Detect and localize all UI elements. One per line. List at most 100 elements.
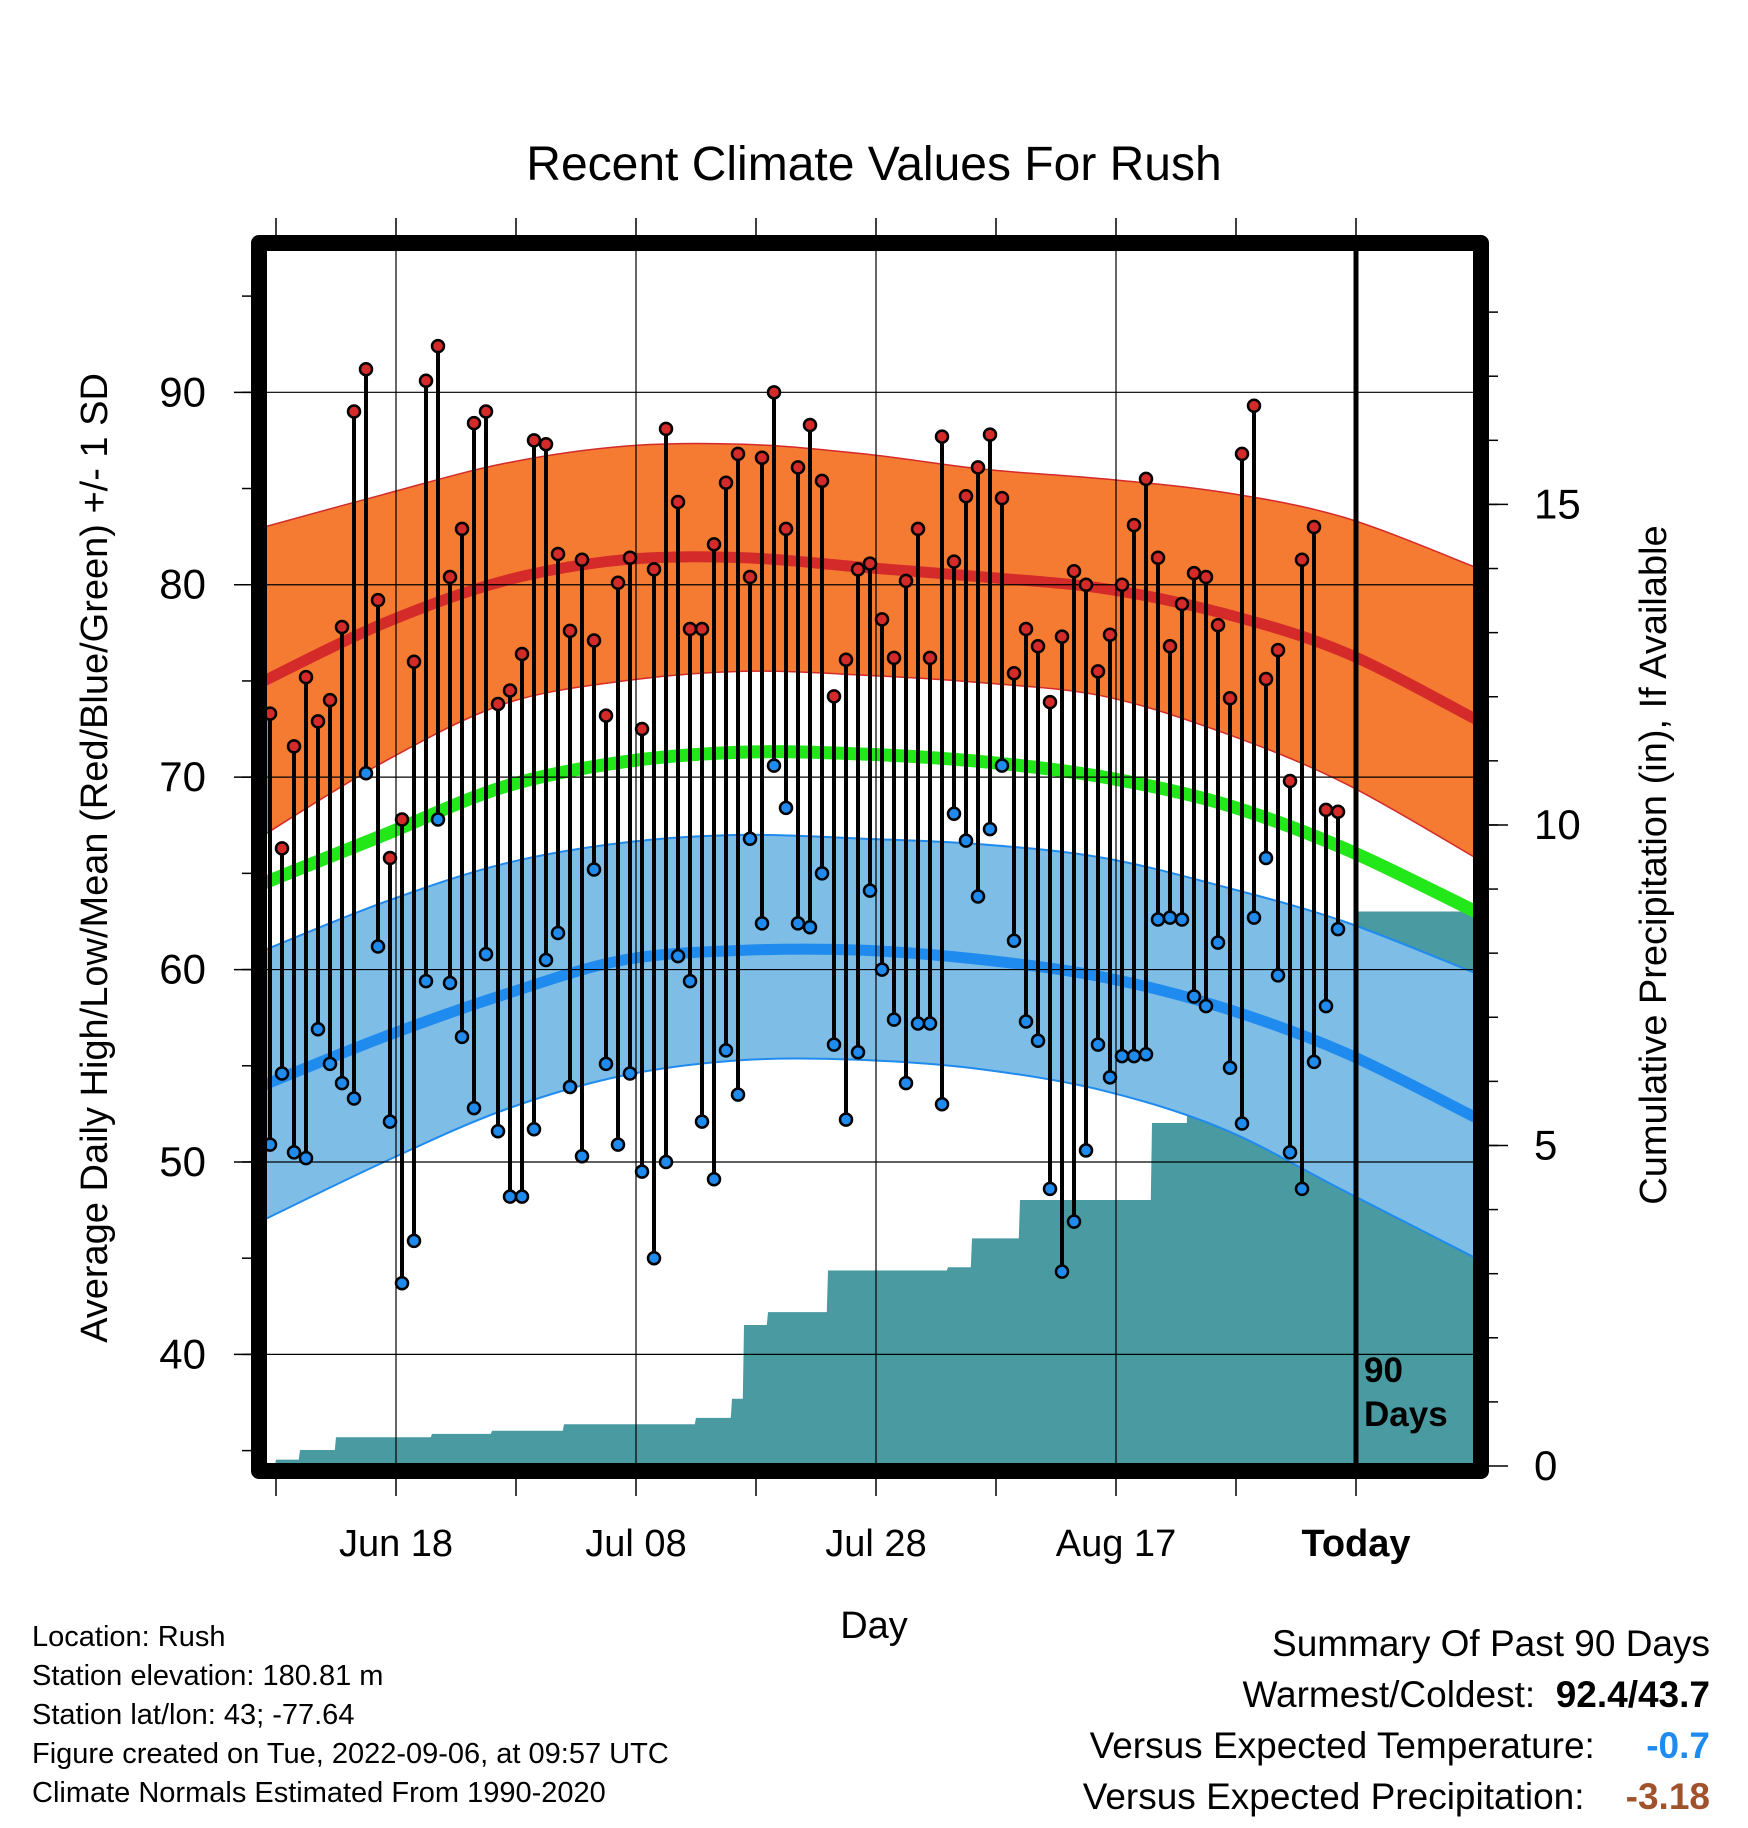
daily-high-point (730, 446, 746, 462)
daily-high-point (1258, 671, 1274, 687)
daily-high-point (874, 612, 890, 627)
daily-high-point (586, 633, 602, 648)
precip-area (264, 911, 1476, 1466)
plot-content: 90 Days (264, 248, 1476, 1466)
daily-high-point (562, 623, 578, 639)
daily-low-point (634, 1164, 650, 1179)
daily-high-point (1006, 665, 1022, 681)
temp-label: Versus Expected Temperature: (1089, 1725, 1595, 1766)
daily-high-point (754, 450, 770, 465)
daily-low-point (526, 1122, 542, 1137)
daily-high-point (466, 415, 482, 431)
y-tick-label: 70 (159, 753, 206, 800)
daily-high-point (766, 385, 782, 400)
daily-high-point (994, 490, 1010, 506)
daily-low-point (718, 1043, 734, 1058)
daily-low-point (982, 821, 998, 837)
daily-high-point (286, 739, 302, 754)
daily-high-point (490, 696, 506, 712)
x-tick-label: Jul 28 (825, 1523, 926, 1565)
daily-high-point (850, 562, 866, 577)
summary-panel: Summary Of Past 90 Days Warmest/Coldest:… (1083, 1618, 1710, 1822)
daily-high-point (658, 421, 674, 437)
daily-low-point (610, 1137, 626, 1152)
daily-high-point (1102, 627, 1118, 643)
daily-low-point (1114, 1048, 1130, 1064)
daily-high-point (1030, 639, 1046, 654)
daily-low-point (286, 1145, 302, 1160)
daily-high-point (1054, 629, 1070, 644)
daily-high-point (454, 521, 470, 537)
daily-high-point (550, 546, 566, 562)
daily-high-point (310, 714, 326, 729)
daily-low-point (1294, 1181, 1310, 1197)
daily-low-point (1234, 1116, 1250, 1131)
daily-high-point (886, 650, 902, 666)
daily-high-point (1198, 569, 1214, 585)
warmest-row: Warmest/Coldest: 92.4/43.7 (1083, 1669, 1710, 1720)
daily-low-point (1006, 933, 1022, 948)
daily-low-point (264, 1137, 278, 1152)
daily-low-point (1198, 998, 1214, 1014)
y-axis-label: Average Daily High/Low/Mean (Red/Blue/Gr… (74, 373, 116, 1343)
daily-low-point (970, 889, 986, 904)
precip-value: -3.18 (1625, 1776, 1710, 1817)
daily-low-point (778, 800, 794, 816)
daily-high-point (1306, 519, 1322, 535)
daily-low-point (814, 866, 830, 881)
daily-low-point (514, 1189, 530, 1204)
daily-high-point (958, 488, 974, 504)
daily-low-point (790, 916, 806, 931)
daily-high-point (610, 575, 626, 591)
daily-high-point (298, 669, 314, 685)
daily-low-point (478, 946, 494, 962)
daily-low-point (670, 948, 686, 964)
daily-high-point (370, 592, 386, 608)
daily-high-point (1138, 471, 1154, 487)
daily-high-point (898, 573, 914, 589)
daily-low-point (934, 1097, 950, 1112)
y-tick-label: 40 (159, 1330, 206, 1377)
daily-high-point (1042, 694, 1058, 710)
daily-low-point (322, 1056, 338, 1072)
daily-low-point (1150, 912, 1166, 927)
daily-high-point (598, 708, 614, 723)
daily-high-point (742, 569, 758, 585)
daily-high-point (670, 494, 686, 510)
y-tick-label: 90 (159, 368, 206, 415)
daily-high-point (274, 841, 290, 856)
daily-low-point (682, 973, 698, 989)
daily-low-point (1054, 1264, 1070, 1279)
daily-high-point (1282, 773, 1298, 789)
daily-low-point (598, 1056, 614, 1072)
daily-low-point (406, 1233, 422, 1249)
daily-low-point (622, 1066, 638, 1081)
daily-high-point (1210, 617, 1226, 633)
daily-high-point (838, 652, 854, 668)
daily-low-point (442, 975, 458, 991)
y-tick-label: 80 (159, 561, 206, 608)
warmest-label: Warmest/Coldest: (1242, 1674, 1536, 1715)
daily-high-point (346, 404, 362, 419)
daily-low-point (1174, 912, 1190, 927)
y2-tick-label: 15 (1534, 480, 1581, 527)
daily-low-point (862, 883, 878, 898)
y2-tick-label: 5 (1534, 1121, 1557, 1168)
daily-high-point (1126, 517, 1142, 533)
normals-text: Climate Normals Estimated From 1990-2020 (32, 1777, 606, 1809)
daily-high-point (622, 550, 638, 566)
daily-low-point (886, 1012, 902, 1027)
daily-low-point (1282, 1145, 1298, 1160)
daily-low-point (298, 1150, 314, 1166)
daily-low-point (646, 1250, 662, 1266)
daily-low-point (1270, 968, 1286, 983)
today-label-top: 90 (1364, 1351, 1403, 1390)
daily-high-point (264, 706, 278, 721)
daily-low-point (850, 1045, 866, 1060)
daily-high-point (1330, 804, 1346, 820)
daily-low-point (382, 1114, 398, 1129)
plot-frame (251, 235, 1489, 1479)
warmest-value: 92.4/43.7 (1555, 1674, 1710, 1715)
daily-low-point (658, 1154, 674, 1170)
